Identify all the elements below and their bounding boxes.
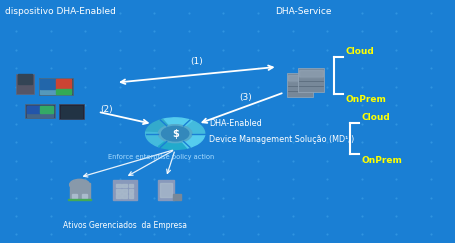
Wedge shape bbox=[146, 119, 168, 133]
Bar bbox=[27, 106, 40, 113]
Bar bbox=[56, 89, 71, 94]
Text: (3): (3) bbox=[239, 93, 252, 102]
Bar bbox=[173, 194, 181, 200]
Circle shape bbox=[158, 125, 192, 143]
Bar bbox=[113, 180, 137, 200]
Bar bbox=[82, 194, 87, 198]
Bar bbox=[160, 183, 172, 197]
Bar bbox=[68, 199, 91, 200]
Wedge shape bbox=[182, 134, 205, 148]
Bar bbox=[72, 194, 77, 198]
Bar bbox=[287, 73, 313, 97]
Bar bbox=[298, 68, 324, 92]
Bar bbox=[27, 106, 53, 117]
Bar bbox=[116, 189, 121, 193]
Text: DHA-Service: DHA-Service bbox=[275, 7, 332, 16]
Text: (1): (1) bbox=[190, 57, 203, 66]
Bar bbox=[40, 106, 53, 113]
Text: OnPrem: OnPrem bbox=[346, 95, 387, 104]
Circle shape bbox=[162, 126, 189, 141]
Bar bbox=[59, 104, 84, 119]
Bar bbox=[129, 184, 133, 187]
Text: Ativos Gerenciados  da Empresa: Ativos Gerenciados da Empresa bbox=[63, 221, 187, 230]
Bar bbox=[18, 74, 32, 84]
Bar bbox=[25, 104, 55, 118]
Bar bbox=[158, 180, 174, 200]
Bar bbox=[122, 184, 127, 187]
Circle shape bbox=[70, 179, 90, 190]
Bar bbox=[16, 73, 34, 94]
Bar bbox=[299, 70, 323, 77]
Wedge shape bbox=[146, 132, 166, 147]
Text: dispositivo DHA-Enabled: dispositivo DHA-Enabled bbox=[5, 7, 116, 16]
Bar bbox=[129, 189, 133, 193]
Text: OnPrem: OnPrem bbox=[362, 156, 403, 165]
Wedge shape bbox=[163, 118, 192, 126]
Bar bbox=[122, 194, 127, 198]
Bar bbox=[40, 79, 71, 94]
Bar bbox=[56, 79, 71, 89]
Bar bbox=[122, 189, 127, 193]
Wedge shape bbox=[158, 141, 187, 149]
Text: $: $ bbox=[172, 129, 178, 139]
Bar bbox=[61, 106, 82, 118]
Bar bbox=[116, 194, 121, 198]
Bar bbox=[129, 194, 133, 198]
Bar bbox=[40, 79, 56, 89]
Text: Enforce enterprise policy action: Enforce enterprise policy action bbox=[108, 154, 215, 160]
Text: Cloud: Cloud bbox=[362, 113, 390, 122]
Text: Device Management Solução (MD¹/): Device Management Solução (MD¹/) bbox=[209, 135, 354, 144]
Bar bbox=[116, 184, 121, 187]
Wedge shape bbox=[185, 121, 205, 135]
Bar bbox=[39, 78, 73, 95]
Bar bbox=[288, 75, 312, 81]
Bar bbox=[70, 183, 90, 199]
Text: Cloud: Cloud bbox=[346, 47, 374, 56]
Text: (2): (2) bbox=[101, 105, 113, 114]
Text: DHA-Enabled: DHA-Enabled bbox=[209, 119, 262, 128]
